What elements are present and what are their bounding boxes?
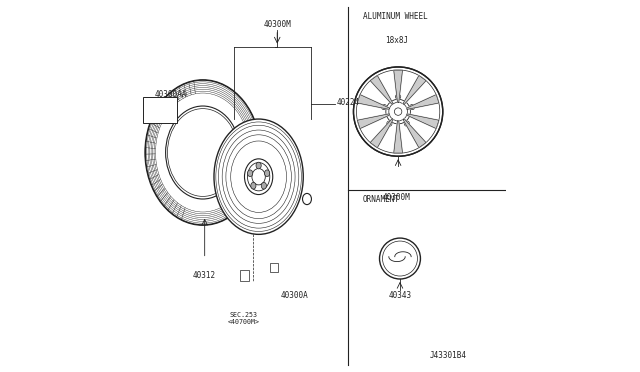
Ellipse shape xyxy=(386,99,410,124)
Ellipse shape xyxy=(248,170,253,177)
Bar xyxy=(270,263,278,272)
Ellipse shape xyxy=(396,94,401,99)
Text: 40343: 40343 xyxy=(388,291,412,300)
Polygon shape xyxy=(407,114,439,129)
Polygon shape xyxy=(407,94,439,109)
Ellipse shape xyxy=(214,119,303,234)
Text: SEC.253
<40700M>: SEC.253 <40700M> xyxy=(228,312,260,324)
Polygon shape xyxy=(403,119,426,148)
Polygon shape xyxy=(357,94,390,109)
Ellipse shape xyxy=(303,193,312,205)
Ellipse shape xyxy=(380,238,420,279)
Ellipse shape xyxy=(264,170,269,177)
Polygon shape xyxy=(370,76,393,105)
Text: 40224: 40224 xyxy=(337,98,360,107)
Ellipse shape xyxy=(145,80,260,225)
Ellipse shape xyxy=(387,121,392,126)
Polygon shape xyxy=(394,121,403,153)
Ellipse shape xyxy=(404,121,410,126)
Polygon shape xyxy=(357,114,390,129)
Ellipse shape xyxy=(166,106,240,199)
Text: 40300A: 40300A xyxy=(281,291,308,300)
Text: 40300M: 40300M xyxy=(263,20,291,29)
Text: 18x8J: 18x8J xyxy=(385,36,408,45)
Ellipse shape xyxy=(261,182,266,189)
Polygon shape xyxy=(403,76,426,105)
Text: J43301B4: J43301B4 xyxy=(430,351,467,360)
Polygon shape xyxy=(394,70,403,102)
Ellipse shape xyxy=(256,162,261,169)
Text: ORNAMENT: ORNAMENT xyxy=(363,195,400,203)
Polygon shape xyxy=(370,119,393,148)
Bar xyxy=(240,270,250,281)
Text: 40300M: 40300M xyxy=(382,193,410,202)
Ellipse shape xyxy=(381,105,387,110)
Ellipse shape xyxy=(251,182,256,189)
Text: 40300AA: 40300AA xyxy=(154,90,187,99)
Bar xyxy=(143,97,177,123)
Ellipse shape xyxy=(410,105,415,110)
Text: ALUMINUM WHEEL: ALUMINUM WHEEL xyxy=(363,12,428,21)
Text: 40312: 40312 xyxy=(193,271,216,280)
Ellipse shape xyxy=(353,67,443,156)
Ellipse shape xyxy=(244,159,273,195)
